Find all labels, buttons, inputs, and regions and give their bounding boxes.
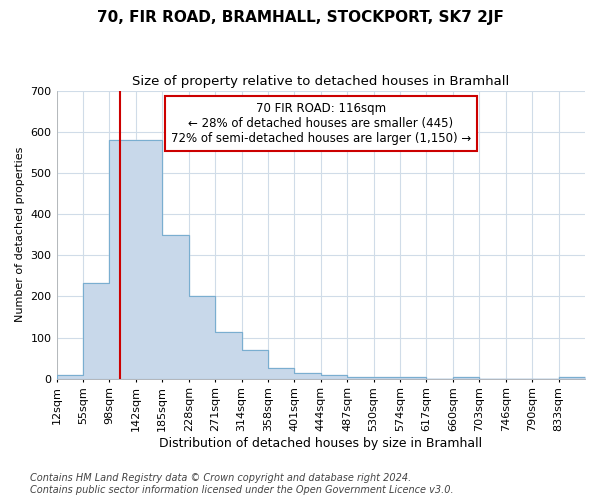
Text: Contains HM Land Registry data © Crown copyright and database right 2024.
Contai: Contains HM Land Registry data © Crown c… [30,474,454,495]
Text: 70, FIR ROAD, BRAMHALL, STOCKPORT, SK7 2JF: 70, FIR ROAD, BRAMHALL, STOCKPORT, SK7 2… [97,10,503,25]
X-axis label: Distribution of detached houses by size in Bramhall: Distribution of detached houses by size … [159,437,482,450]
Title: Size of property relative to detached houses in Bramhall: Size of property relative to detached ho… [132,75,509,88]
Text: 70 FIR ROAD: 116sqm
← 28% of detached houses are smaller (445)
72% of semi-detac: 70 FIR ROAD: 116sqm ← 28% of detached ho… [170,102,471,145]
Y-axis label: Number of detached properties: Number of detached properties [15,147,25,322]
